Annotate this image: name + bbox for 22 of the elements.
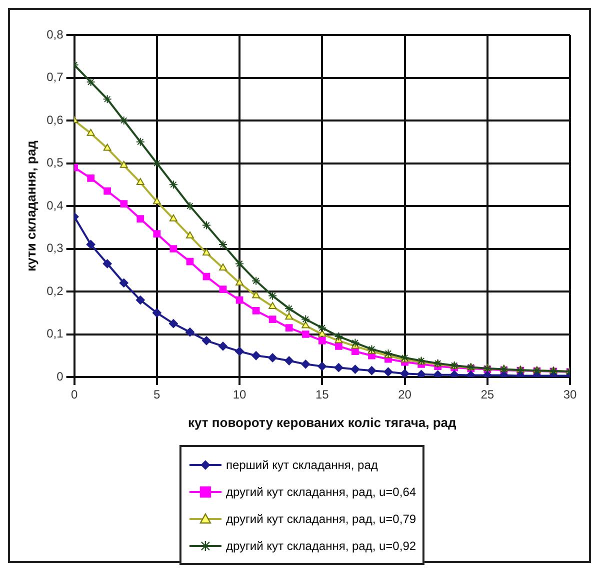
y-tick-label: 0,8	[46, 27, 64, 42]
x-tick-label: 0	[70, 388, 78, 402]
y-tick-label: 0,2	[46, 284, 64, 298]
legend-label: другий кут складання, рад, u=0,92	[226, 538, 416, 552]
legend-label: перший кут складання, рад	[226, 458, 378, 472]
x-tick-label: 20	[398, 388, 412, 402]
y-tick-label: 0,4	[46, 198, 64, 212]
y-axis-title: кути складання, рад	[23, 140, 38, 272]
y-tick-label: 0,7	[46, 70, 64, 84]
y-tick-label: 0,5	[46, 156, 64, 170]
legend-label: другий кут складання, рад, u=0,64	[226, 484, 416, 498]
x-tick-label: 25	[480, 388, 494, 402]
x-tick-label: 5	[154, 388, 161, 402]
x-tick-label: 15	[315, 388, 330, 402]
y-tick-label: 0	[56, 369, 64, 384]
x-tick-label: 10	[232, 388, 247, 402]
y-tick-label: 0,1	[46, 326, 64, 341]
legend-label: другий кут складання, рад, u=0,79	[226, 512, 416, 526]
y-tick-label: 0,6	[46, 112, 64, 127]
x-axis-title: кут повороту керованих коліс тягача, рад	[188, 414, 458, 430]
y-tick-label: 0,3	[46, 241, 64, 256]
x-tick-label: 30	[563, 388, 577, 402]
